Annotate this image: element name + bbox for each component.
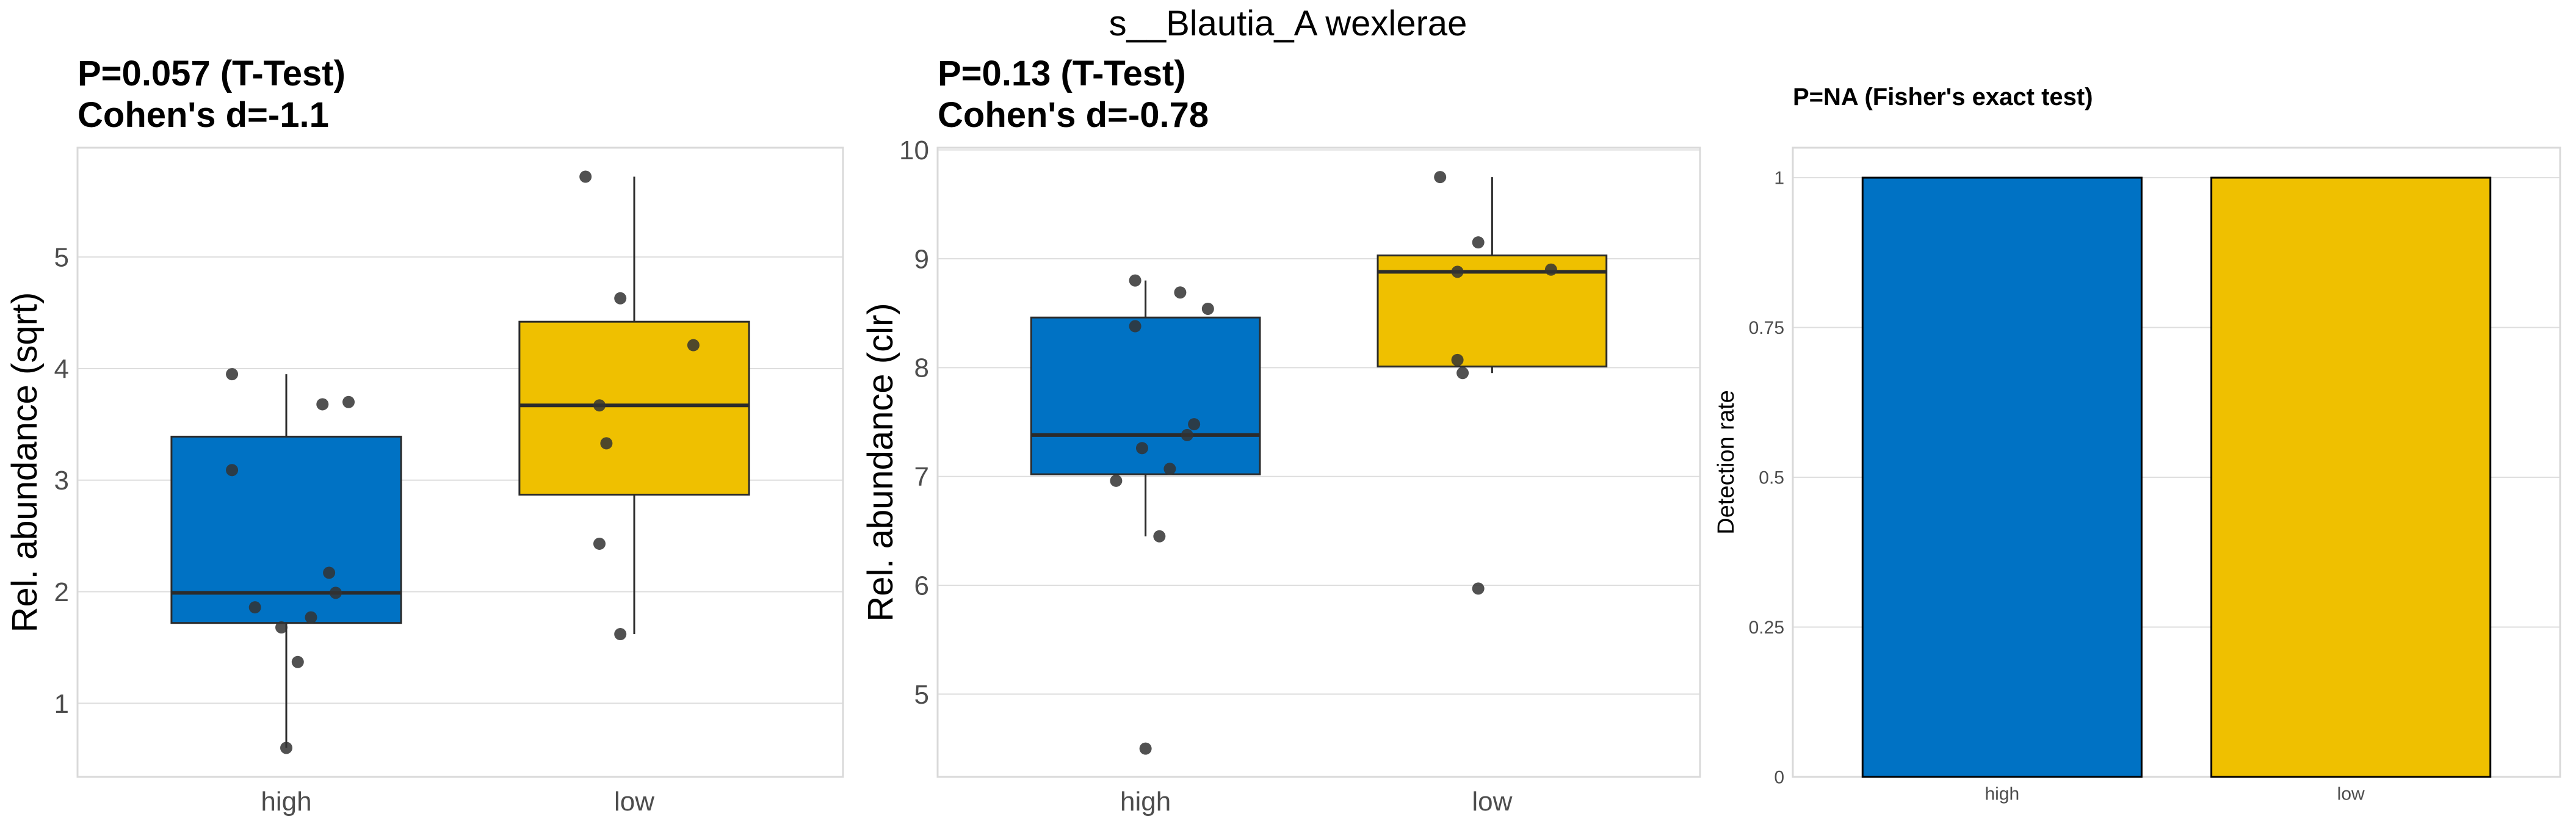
data-point-low (1472, 236, 1485, 249)
data-point-high (1174, 286, 1187, 299)
data-point-high (248, 601, 261, 614)
data-point-low (614, 292, 627, 305)
data-point-high (1153, 530, 1166, 543)
data-point-high (275, 621, 288, 634)
data-point-high (329, 586, 342, 599)
y-tick-label: 1 (54, 689, 69, 719)
y-tick-label: 5 (914, 680, 929, 710)
data-point-high (226, 368, 239, 381)
plot-frame (936, 146, 1701, 778)
panel-title: P=0.057 (T-Test) (78, 54, 346, 93)
y-tick-label: 10 (899, 135, 929, 165)
box-high (170, 435, 402, 624)
y-tick-label: 0.5 (1759, 468, 1784, 488)
y-tick-label: 9 (914, 244, 929, 274)
data-point-high (291, 655, 304, 668)
plot-frame (1792, 146, 2561, 778)
data-point-low (1451, 265, 1464, 278)
x-tick-label: high (1120, 787, 1171, 817)
data-point-high (1188, 418, 1201, 431)
data-point-low (1434, 171, 1447, 184)
y-tick-label: 0 (1774, 768, 1784, 788)
data-point-high (1110, 474, 1123, 487)
y-tick-label: 1 (1774, 168, 1784, 189)
data-point-high (1135, 442, 1148, 455)
data-point-high (323, 566, 336, 579)
y-tick-label: 2 (54, 577, 69, 607)
data-point-low (1472, 582, 1485, 595)
bar-low (2210, 176, 2492, 778)
data-point-high (1139, 742, 1152, 755)
x-tick-label: high (1984, 784, 2019, 804)
data-point-low (593, 537, 606, 550)
y-axis-title: Rel. abundance (sqrt) (5, 292, 45, 633)
panel-title: Cohen's d=-1.1 (78, 95, 329, 135)
data-point-high (1201, 302, 1214, 315)
x-tick-label: high (261, 787, 311, 817)
data-point-low (1456, 367, 1469, 380)
panel-2: 5 6 7 8 9 10 high low Rel. abundance (clr) P=0.13… (861, 54, 1701, 817)
bar-high (1861, 176, 2143, 778)
x-tick-label: low (2337, 784, 2365, 804)
y-tick-label: 3 (54, 466, 69, 496)
data-point-low (1451, 353, 1464, 366)
panel-1: 1 2 3 4 5 high low Rel. abundance (sqrt) P=0.057… (5, 54, 844, 817)
y-tick-label: 7 (914, 462, 929, 492)
y-tick-label: 4 (54, 354, 69, 384)
y-axis-title: Rel. abundance (clr) (861, 303, 900, 621)
x-tick-label: low (614, 787, 654, 817)
data-point-high (280, 742, 292, 754)
panel-title: P=0.13 (T-Test) (938, 54, 1186, 93)
data-point-low (600, 437, 613, 450)
box-low (518, 320, 750, 496)
figure-title: s__Blautia_A wexlerae (1109, 4, 1467, 43)
data-point-low (614, 628, 627, 641)
y-tick-label: 5 (54, 243, 69, 273)
data-point-high (1163, 463, 1176, 475)
data-point-high (342, 395, 355, 408)
data-point-high (1129, 274, 1141, 287)
y-tick-label: 6 (914, 571, 929, 601)
y-tick-label: 0.25 (1749, 618, 1784, 638)
data-point-low (687, 339, 700, 352)
data-point-high (1129, 320, 1141, 333)
data-point-low (593, 399, 606, 412)
y-tick-label: 0.75 (1749, 318, 1784, 338)
panel-title: P=NA (Fisher's exact test) (1793, 84, 2093, 110)
box-low (1377, 254, 1608, 368)
panel-title: Cohen's d=-0.78 (938, 95, 1209, 135)
data-point-high (316, 398, 329, 411)
plot-frame (76, 146, 844, 778)
data-point-high (305, 611, 317, 624)
data-point-high (1181, 428, 1193, 441)
data-point-low (579, 170, 592, 183)
panel-3: 0 0.25 0.5 0.75 1 high low Detection rate P=NA (… (1713, 84, 2561, 804)
data-point-low (1544, 263, 1557, 276)
x-tick-label: low (1472, 787, 1512, 817)
y-axis-title: Detection rate (1713, 390, 1739, 535)
y-tick-label: 8 (914, 353, 929, 383)
data-point-high (226, 464, 239, 477)
